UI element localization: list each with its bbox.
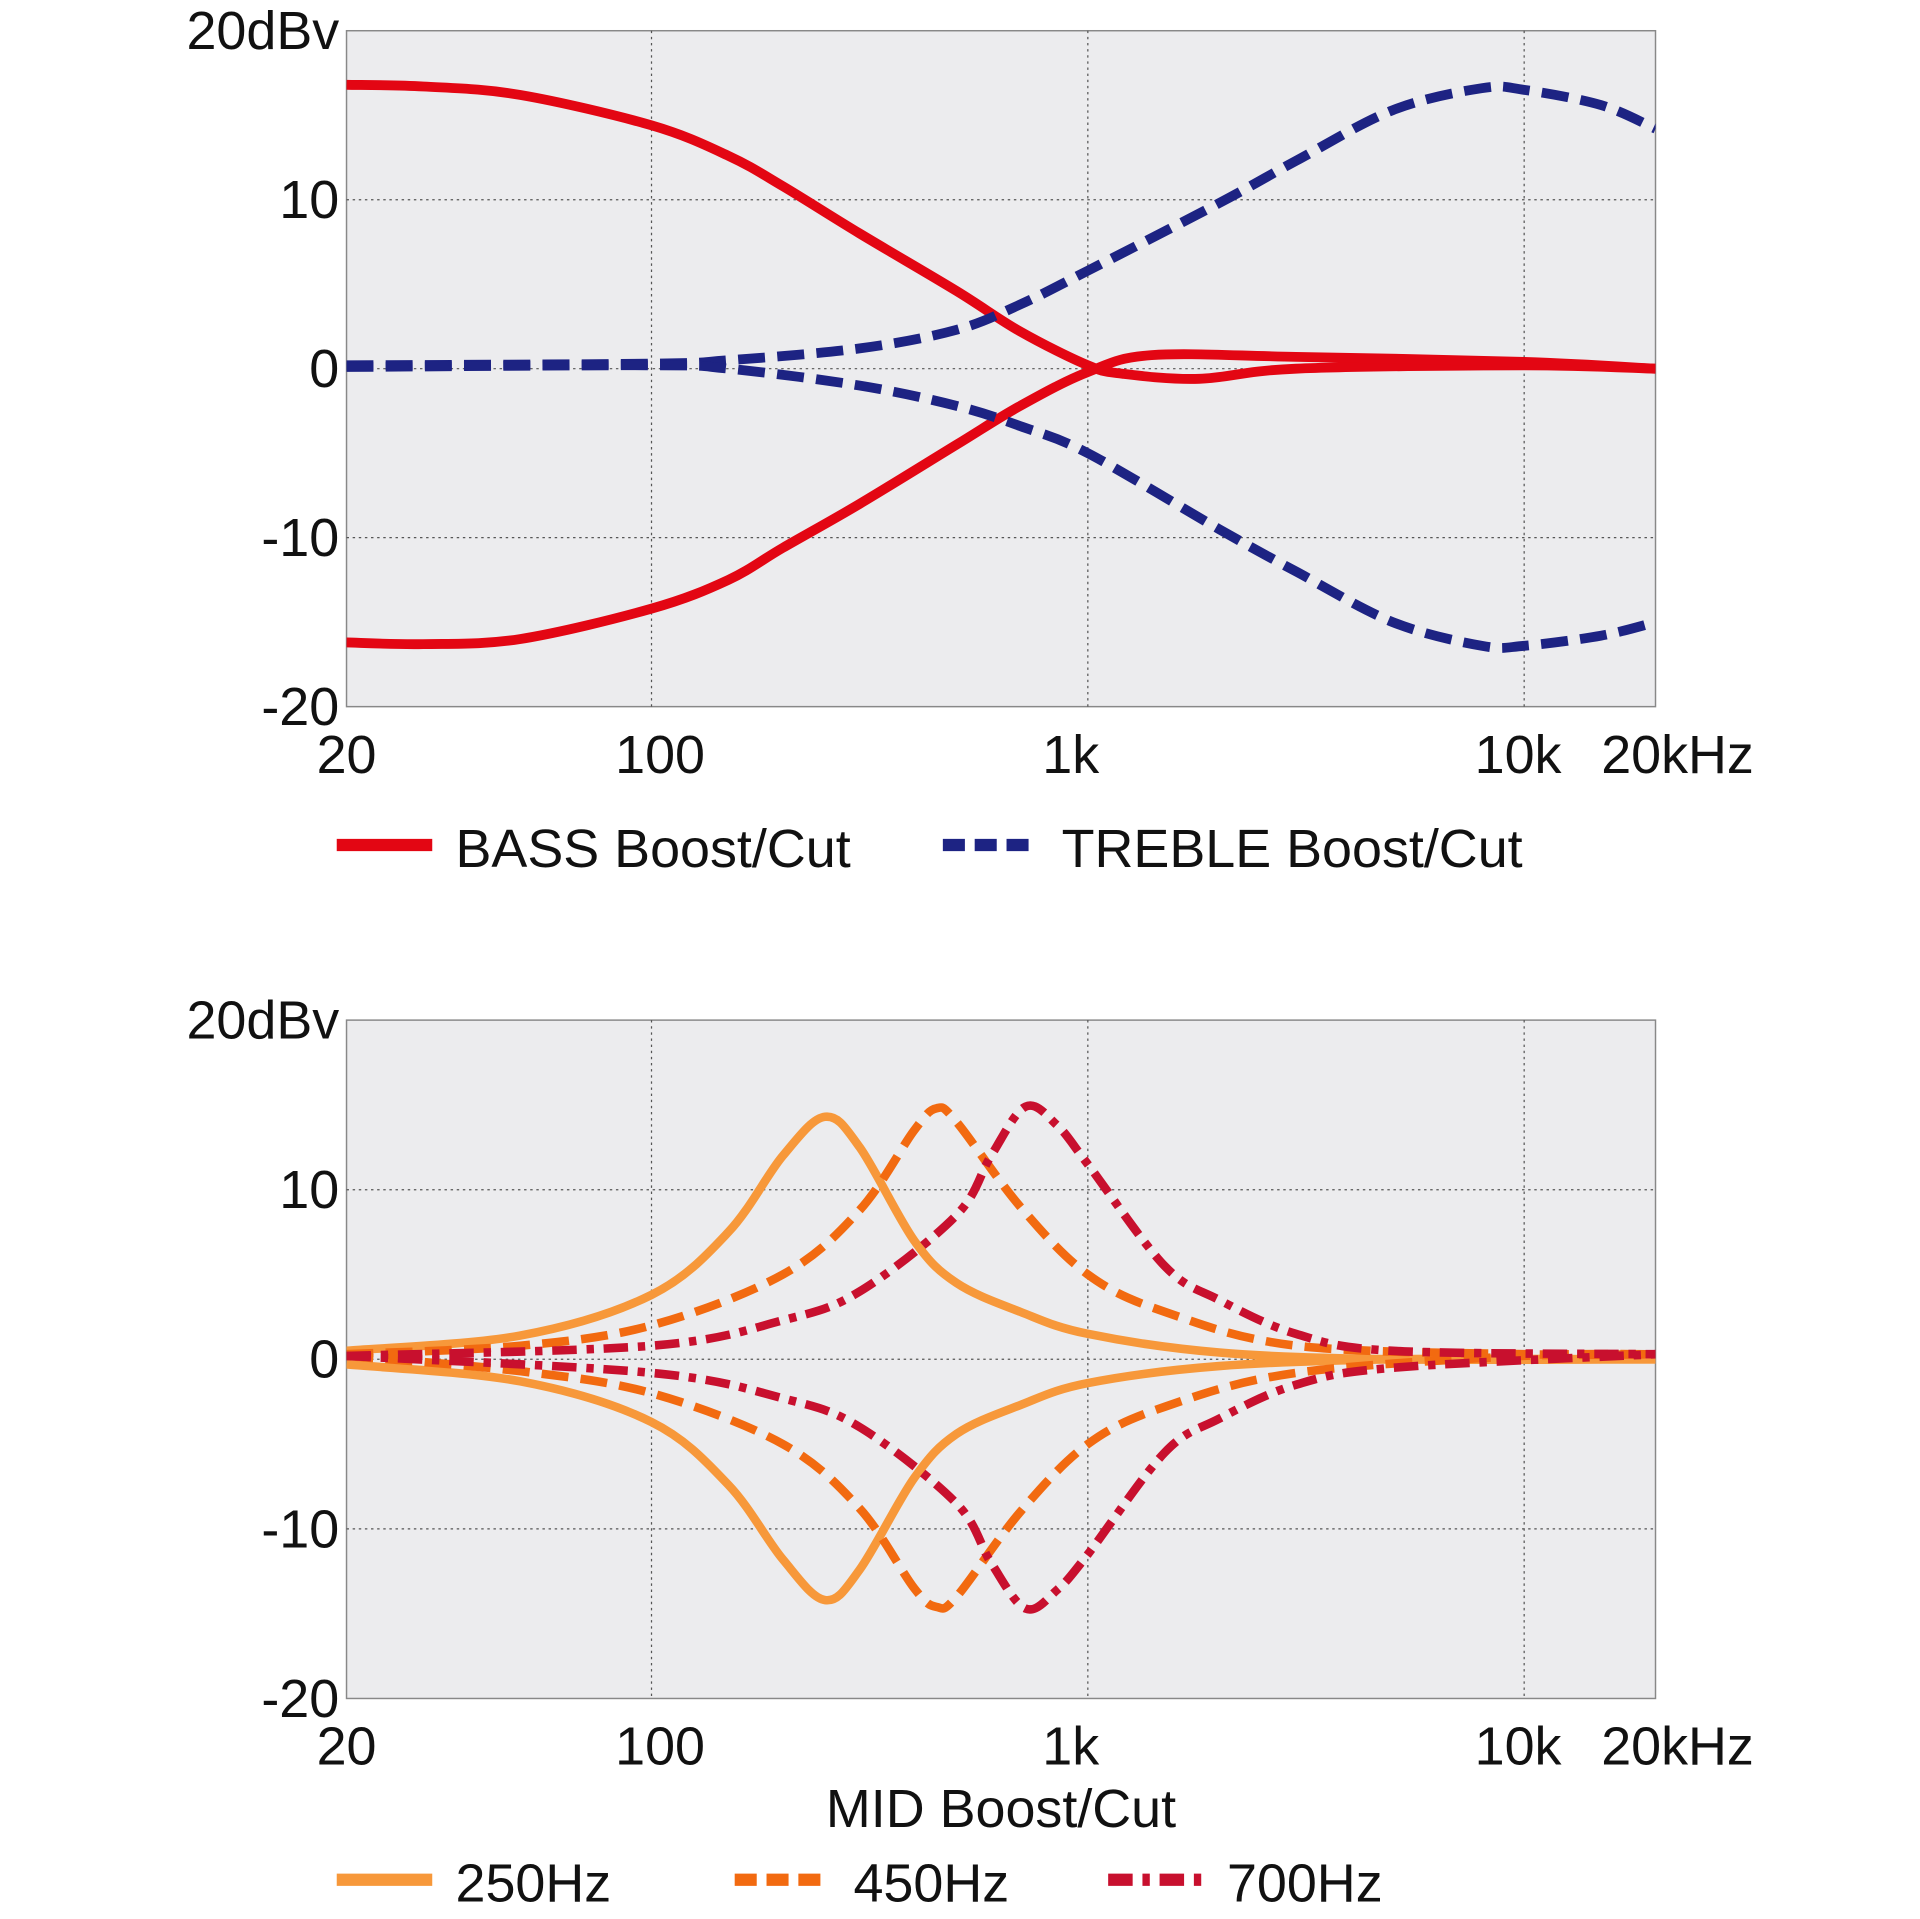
series-line-bass-boost-cut: [346, 349, 1656, 650]
y-tick-label: 20dBv: [186, 1, 339, 61]
legend-label: TREBLE Boost/Cut: [1062, 819, 1523, 879]
x-tick-label: 1k: [1042, 725, 1100, 785]
y-tick-label: -20: [261, 677, 339, 737]
x-tick-label: 10k: [1475, 1717, 1563, 1777]
legend-label: 450Hz: [853, 1854, 1009, 1914]
x-axis-label: MID Boost/Cut: [826, 1779, 1176, 1839]
y-tick-label: 0: [309, 1330, 339, 1390]
x-tick-label: 1k: [1042, 1717, 1100, 1777]
y-tick-label: -20: [261, 1669, 339, 1729]
y-tick-label: 10: [279, 1160, 339, 1220]
legend-label: BASS Boost/Cut: [456, 819, 851, 879]
series-line-450hz: [346, 1349, 1656, 1613]
x-tick-label: 10k: [1475, 725, 1563, 785]
y-tick-label: -10: [261, 508, 339, 568]
legend-label: 250Hz: [456, 1854, 612, 1914]
x-tick-label: 20kHz: [1601, 725, 1754, 785]
x-tick-label: 20: [317, 1717, 377, 1777]
x-tick-label: 20: [317, 725, 377, 785]
y-tick-label: 10: [279, 170, 339, 230]
y-tick-label: 0: [309, 339, 339, 399]
series-line-bass-boost-cut: [346, 79, 1656, 384]
x-tick-label: 100: [615, 725, 705, 785]
series-line-700hz: [346, 1349, 1656, 1614]
y-tick-label: 20dBv: [186, 990, 339, 1050]
y-tick-label: -10: [261, 1499, 339, 1559]
legend-label: 700Hz: [1227, 1854, 1383, 1914]
series-line-450hz: [346, 1103, 1656, 1360]
x-tick-label: 20kHz: [1601, 1717, 1754, 1777]
series-line-250hz: [346, 1354, 1656, 1605]
series-line-treble-boost-cut: [346, 360, 1656, 653]
series-line-250hz: [346, 1112, 1656, 1365]
series-line-700hz: [346, 1101, 1656, 1361]
x-tick-label: 100: [615, 1717, 705, 1777]
